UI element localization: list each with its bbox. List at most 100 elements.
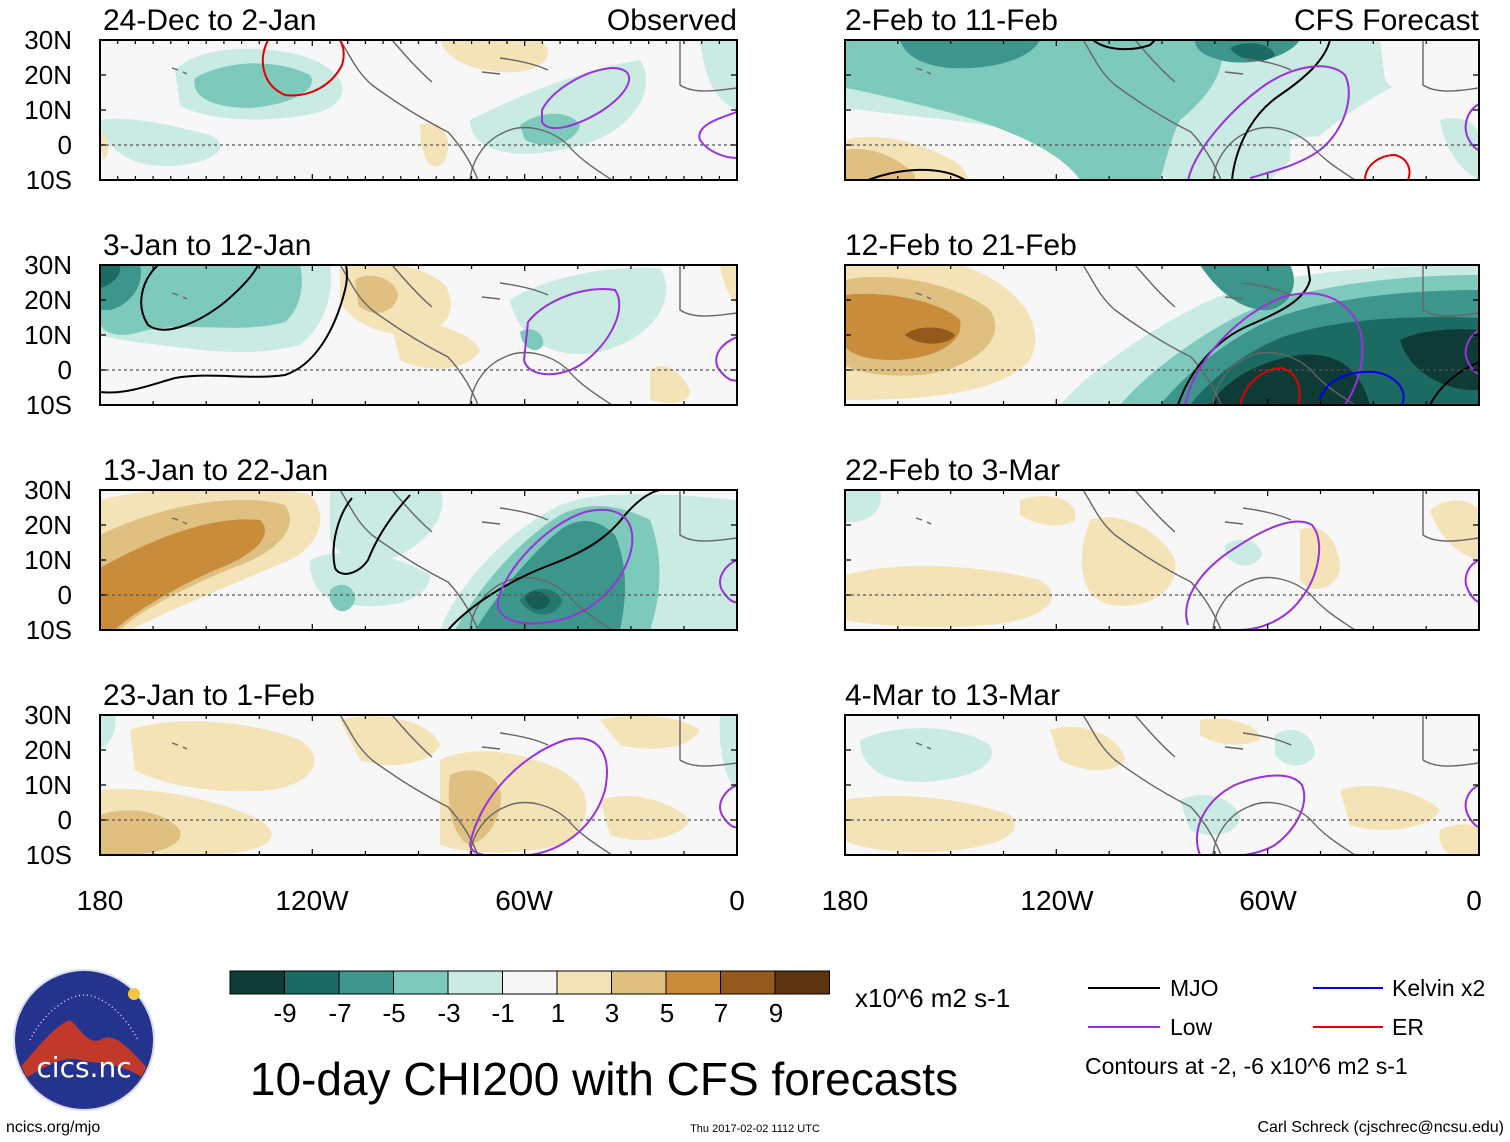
lon-axis-labels-right: 180 120W 60W 0 xyxy=(822,885,1482,916)
panel-fc-3: 22-Feb to 3-Mar xyxy=(844,454,1480,631)
colorbar-tick: -5 xyxy=(382,998,405,1028)
kelvin-contour xyxy=(1319,370,1405,405)
coastlines xyxy=(915,490,1479,630)
chi200-field xyxy=(845,490,1479,628)
colorbar-swatches xyxy=(229,970,830,995)
wave-contours xyxy=(261,40,737,159)
legend-item-kelvin: Kelvin x2 xyxy=(1313,975,1485,1001)
colorbar-tick: -3 xyxy=(437,998,460,1028)
lat-label-10s: 10S xyxy=(26,615,72,645)
mjo-contour xyxy=(1231,40,1331,180)
lat-axis-labels: 30N 20N 10N 0 10S xyxy=(24,700,72,870)
wave-contours xyxy=(468,737,737,855)
colorbar-tick-labels: -9 -7 -5 -3 -1 1 3 5 7 9 xyxy=(273,998,783,1028)
mjo-contour xyxy=(447,490,661,630)
panel-date-label: 12-Feb to 21-Feb xyxy=(845,229,1077,262)
panel-date-label: 22-Feb to 3-Mar xyxy=(845,454,1060,487)
coastlines xyxy=(171,40,737,180)
lat-label-20n: 20N xyxy=(24,510,72,540)
timestamp: Thu 2017-02-02 1112 UTC xyxy=(690,1123,820,1135)
low-contour xyxy=(1184,292,1364,405)
axis-ticks xyxy=(99,490,738,630)
lat-axis-labels: 30N 20N 10N 0 10S xyxy=(24,25,72,195)
mjo-contour xyxy=(1092,40,1156,51)
cics-logo: cics.nc xyxy=(13,969,155,1111)
low-contour xyxy=(719,784,737,829)
lat-label-10s: 10S xyxy=(26,165,72,195)
colorbar-swatch xyxy=(774,970,830,995)
low-contour xyxy=(522,288,621,376)
mjo-contour xyxy=(140,265,259,331)
axis-ticks xyxy=(844,715,1480,855)
lon-label-0: 0 xyxy=(729,885,745,916)
lat-axis-labels: 30N 20N 10N 0 10S xyxy=(24,475,72,645)
low-contour xyxy=(719,559,737,604)
colorbar-tick: 7 xyxy=(714,998,728,1028)
lon-label-0: 0 xyxy=(1466,885,1482,916)
coastlines xyxy=(915,715,1479,855)
chi200-field xyxy=(100,715,737,855)
lat-label-10s: 10S xyxy=(26,840,72,870)
er-contour xyxy=(1239,366,1301,405)
panel-date-label: 2-Feb to 11-Feb xyxy=(845,4,1058,37)
low-contour xyxy=(1464,103,1479,151)
legend-item-mjo: MJO xyxy=(1088,975,1219,1001)
colorbar-swatch xyxy=(720,970,776,995)
wave-contours xyxy=(1195,774,1479,855)
wave-legend: MJO Kelvin x2 Low ER Contours at -2, -6 … xyxy=(1085,975,1485,1079)
lat-label-10n: 10N xyxy=(24,770,72,800)
low-contour xyxy=(1187,65,1350,180)
coastlines xyxy=(171,715,737,855)
colorbar-tick: 5 xyxy=(660,998,674,1028)
lat-axis-labels: 30N 20N 10N 0 10S xyxy=(24,250,72,420)
mjo-contour xyxy=(867,168,966,180)
panel-obs-1: 24-Dec to 2-Jan Observed 30N 20N 10N 0 1… xyxy=(24,4,738,195)
colorbar-swatch xyxy=(665,970,721,995)
panel-date-label: 24-Dec to 2-Jan xyxy=(103,4,316,37)
website-link[interactable]: ncics.org/mjo xyxy=(6,1119,100,1136)
lon-label-60w: 60W xyxy=(495,885,553,916)
wave-contours xyxy=(332,490,737,630)
lat-label-0: 0 xyxy=(58,130,72,160)
lat-label-30n: 30N xyxy=(24,25,72,55)
lat-label-0: 0 xyxy=(58,580,72,610)
legend-label: ER xyxy=(1392,1014,1424,1040)
mjo-contour xyxy=(1429,361,1479,405)
colorbar-tick: -7 xyxy=(328,998,351,1028)
colorbar-swatch xyxy=(284,970,340,995)
chi200-field xyxy=(100,40,737,167)
figure-title: 10-day CHI200 with CFS forecasts xyxy=(250,1053,958,1105)
panel-date-label: 23-Jan to 1-Feb xyxy=(103,679,315,712)
axis-ticks xyxy=(99,40,738,180)
lon-axis-labels-left: 180 120W 60W 0 xyxy=(77,885,745,916)
panel-obs-4: 23-Jan to 1-Feb 30N 20N 10N 0 10S 180 12… xyxy=(24,679,744,916)
logo-text: cics.nc xyxy=(36,1051,131,1084)
colorbar-swatch xyxy=(556,970,612,995)
low-contour xyxy=(698,111,737,159)
colorbar-tick: 3 xyxy=(605,998,619,1028)
wave-contours xyxy=(1185,520,1479,630)
low-contour xyxy=(541,66,631,130)
panel-obs-3: 13-Jan to 22-Jan 30N 20N 10N 0 10S xyxy=(24,454,738,645)
lat-label-30n: 30N xyxy=(24,475,72,505)
lat-label-10n: 10N xyxy=(24,545,72,575)
colorbar-tick: 1 xyxy=(551,998,565,1028)
contour-note: Contours at -2, -6 x10^6 m2 s-1 xyxy=(1085,1053,1408,1079)
axis-ticks xyxy=(99,715,738,855)
wave-contours xyxy=(1177,265,1479,405)
low-contour xyxy=(1464,559,1479,603)
legend-item-er: ER xyxy=(1313,1014,1424,1040)
axis-ticks xyxy=(844,40,1480,180)
colorbar-swatch xyxy=(229,970,285,995)
mjo-contour xyxy=(332,494,411,575)
lat-label-0: 0 xyxy=(58,355,72,385)
panel-fc-4: 4-Mar to 13-Mar 180 120W 60W 0 xyxy=(822,679,1482,916)
low-contour xyxy=(1464,329,1479,375)
chi200-field xyxy=(845,718,1479,855)
colorbar-tick: 9 xyxy=(769,998,783,1028)
legend-label: Low xyxy=(1170,1014,1213,1040)
er-contour xyxy=(1364,153,1411,180)
lat-label-0: 0 xyxy=(58,805,72,835)
mjo-contour xyxy=(100,265,348,394)
